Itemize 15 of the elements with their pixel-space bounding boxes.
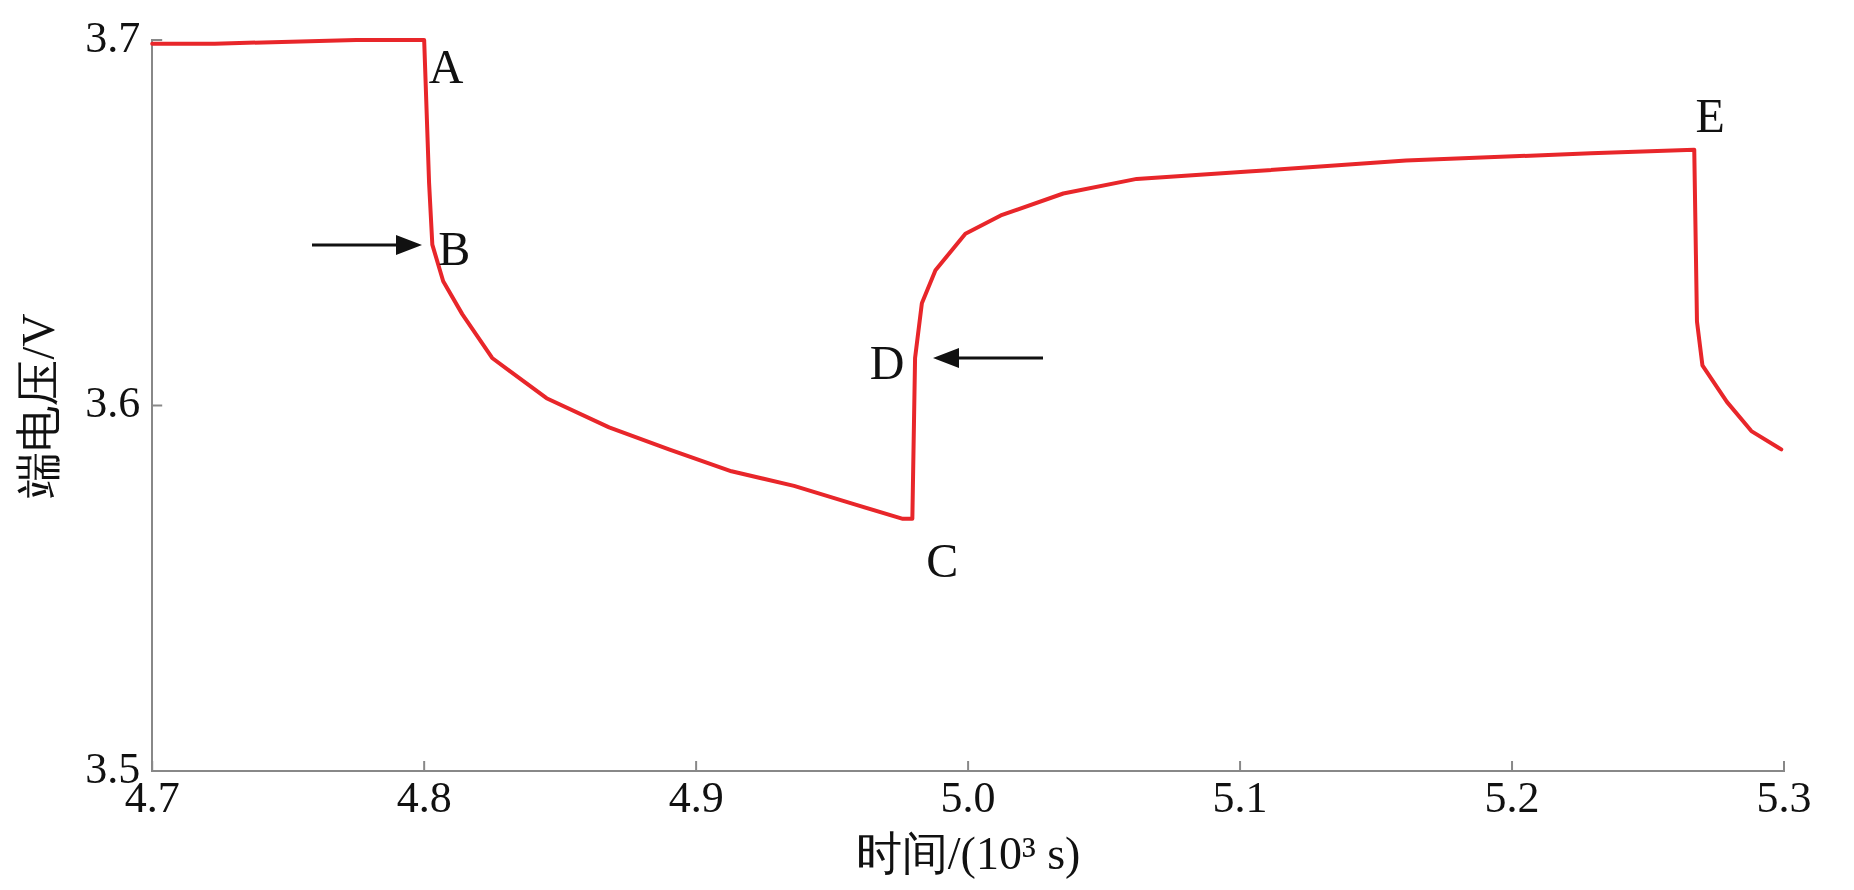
y-axis-title: 端电压/V xyxy=(12,313,64,498)
x-tick-label: 5.1 xyxy=(1212,772,1268,822)
annotation: E xyxy=(1695,89,1725,143)
annotation: B xyxy=(438,222,471,276)
x-axis-title: 时间/(10³ s) xyxy=(855,828,1081,880)
y-tick-label: 3.6 xyxy=(85,378,141,428)
x-tick-label: 5.0 xyxy=(940,772,996,822)
y-tick-label: 3.7 xyxy=(85,12,141,62)
annotation: A xyxy=(428,39,464,93)
x-tick-label: 5.3 xyxy=(1756,772,1812,822)
annotation: D xyxy=(869,335,905,389)
annotation: C xyxy=(926,534,959,588)
x-tick-label: 5.2 xyxy=(1484,772,1540,822)
x-tick-label: 4.8 xyxy=(396,772,452,822)
x-tick-label: 4.9 xyxy=(668,772,724,822)
